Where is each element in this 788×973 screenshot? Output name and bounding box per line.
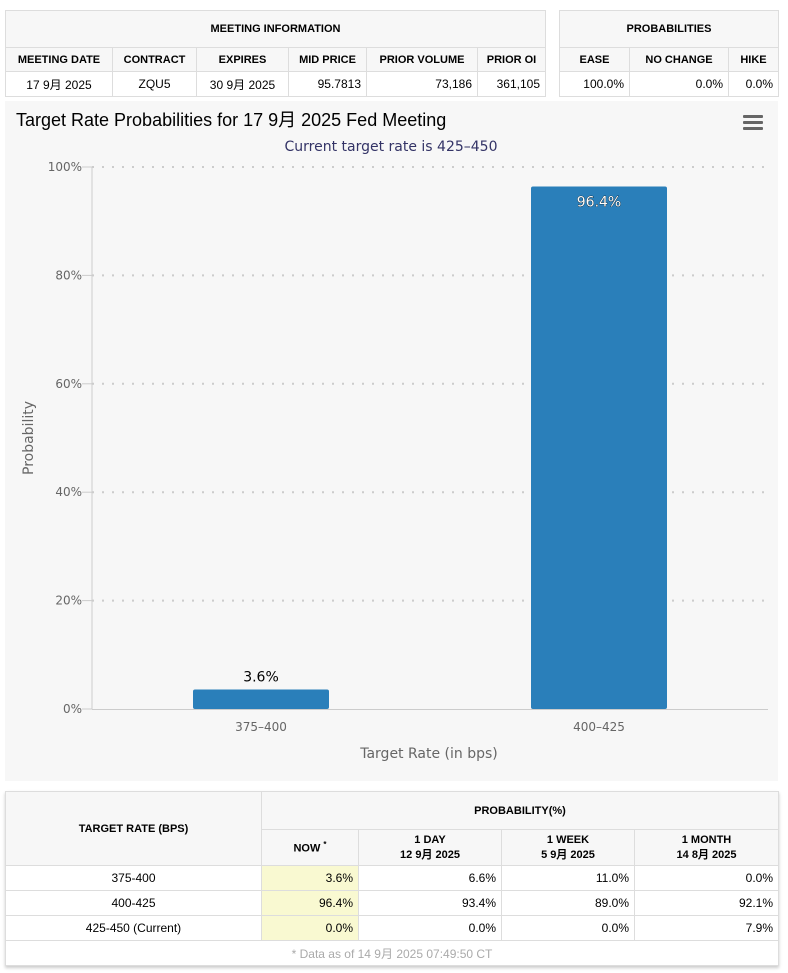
now-cell: 96.4% — [261, 890, 359, 916]
now-cell: 0.0% — [261, 915, 359, 941]
col-1-day: 1 DAY 12 9月 2025 — [358, 829, 502, 866]
value-cell: 93.4% — [358, 890, 502, 916]
prior-volume: 73,186 — [366, 71, 478, 97]
col-expires: EXPIRES — [196, 47, 289, 72]
table-row: 425-450 (Current) 0.0% 0.0% 0.0% 7.9% — [5, 915, 779, 941]
rate-cell: 375-400 — [5, 865, 262, 891]
col-1-week: 1 WEEK 5 9月 2025 — [501, 829, 635, 866]
col-prior-oi: PRIOR OI — [477, 47, 546, 72]
mid-price: 95.7813 — [288, 71, 367, 97]
now-cell: 3.6% — [261, 865, 359, 891]
bar[interactable] — [531, 186, 667, 710]
value-cell: 89.0% — [501, 890, 635, 916]
x-tick-label: 375–400 — [235, 720, 287, 734]
probabilities-table: PROBABILITIES EASE NO CHANGE HIKE 100.0%… — [559, 10, 779, 97]
x-tick-label: 400–425 — [573, 720, 625, 734]
col-no-change: NO CHANGE — [629, 47, 729, 72]
y-tick-label: 80% — [55, 268, 82, 282]
rate-cell: 400-425 — [5, 890, 262, 916]
bar-chart: Target Rate Probabilities for 17 9月 2025… — [16, 110, 768, 762]
data-label: 3.6% — [243, 669, 279, 685]
col-meeting-date: MEETING DATE — [5, 47, 113, 72]
x-axis-label: Target Rate (in bps) — [359, 746, 498, 762]
value-cell: 7.9% — [634, 915, 779, 941]
ease-value: 100.0% — [559, 71, 630, 97]
expires: 30 9月 2025 — [196, 71, 289, 97]
rate-cell: 425-450 (Current) — [5, 915, 262, 941]
hike-value: 0.0% — [728, 71, 779, 97]
y-tick-label: 60% — [55, 377, 82, 391]
col-now: NOW * — [261, 829, 359, 866]
no-change-value: 0.0% — [629, 71, 729, 97]
probability-group-header: PROBABILITY(%) — [261, 791, 779, 830]
col-prior-volume: PRIOR VOLUME — [366, 47, 478, 72]
col-mid-price: MID PRICE — [288, 47, 367, 72]
chart-title: Target Rate Probabilities for 17 9月 2025… — [16, 110, 446, 130]
value-cell: 0.0% — [501, 915, 635, 941]
data-timestamp-footnote: * Data as of 14 9月 2025 07:49:50 CT — [5, 940, 779, 966]
bar[interactable] — [193, 689, 329, 709]
table-row: 375-400 3.6% 6.6% 11.0% 0.0% — [5, 865, 779, 891]
value-cell: 6.6% — [358, 865, 502, 891]
value-cell: 11.0% — [501, 865, 635, 891]
y-axis-label: Probability — [21, 401, 37, 475]
y-tick-label: 100% — [48, 160, 82, 174]
y-tick-label: 20% — [55, 594, 82, 608]
chart-panel: Target Rate Probabilities for 17 9月 2025… — [5, 101, 778, 781]
prior-oi: 361,105 — [477, 71, 546, 97]
contract: ZQU5 — [112, 71, 197, 97]
col-ease: EASE — [559, 47, 630, 72]
chart-subtitle: Current target rate is 425–450 — [284, 139, 497, 155]
meeting-information-title: MEETING INFORMATION — [5, 10, 546, 48]
hamburger-menu-icon[interactable] — [743, 115, 763, 130]
probability-history-table: TARGET RATE (BPS) PROBABILITY(%) NOW * 1… — [5, 791, 779, 966]
probabilities-title: PROBABILITIES — [559, 10, 779, 48]
data-label: 96.4% — [577, 195, 621, 211]
value-cell: 0.0% — [634, 865, 779, 891]
y-tick-label: 0% — [63, 702, 82, 716]
meeting-date: 17 9月 2025 — [5, 71, 113, 97]
col-1-month: 1 MONTH 14 8月 2025 — [634, 829, 779, 866]
value-cell: 0.0% — [358, 915, 502, 941]
meeting-information-table: MEETING INFORMATION MEETING DATE CONTRAC… — [5, 10, 546, 97]
col-contract: CONTRACT — [112, 47, 197, 72]
col-hike: HIKE — [728, 47, 779, 72]
col-target-rate: TARGET RATE (BPS) — [5, 791, 262, 866]
y-tick-label: 40% — [55, 485, 82, 499]
table-row: 400-425 96.4% 93.4% 89.0% 92.1% — [5, 890, 779, 916]
value-cell: 92.1% — [634, 890, 779, 916]
